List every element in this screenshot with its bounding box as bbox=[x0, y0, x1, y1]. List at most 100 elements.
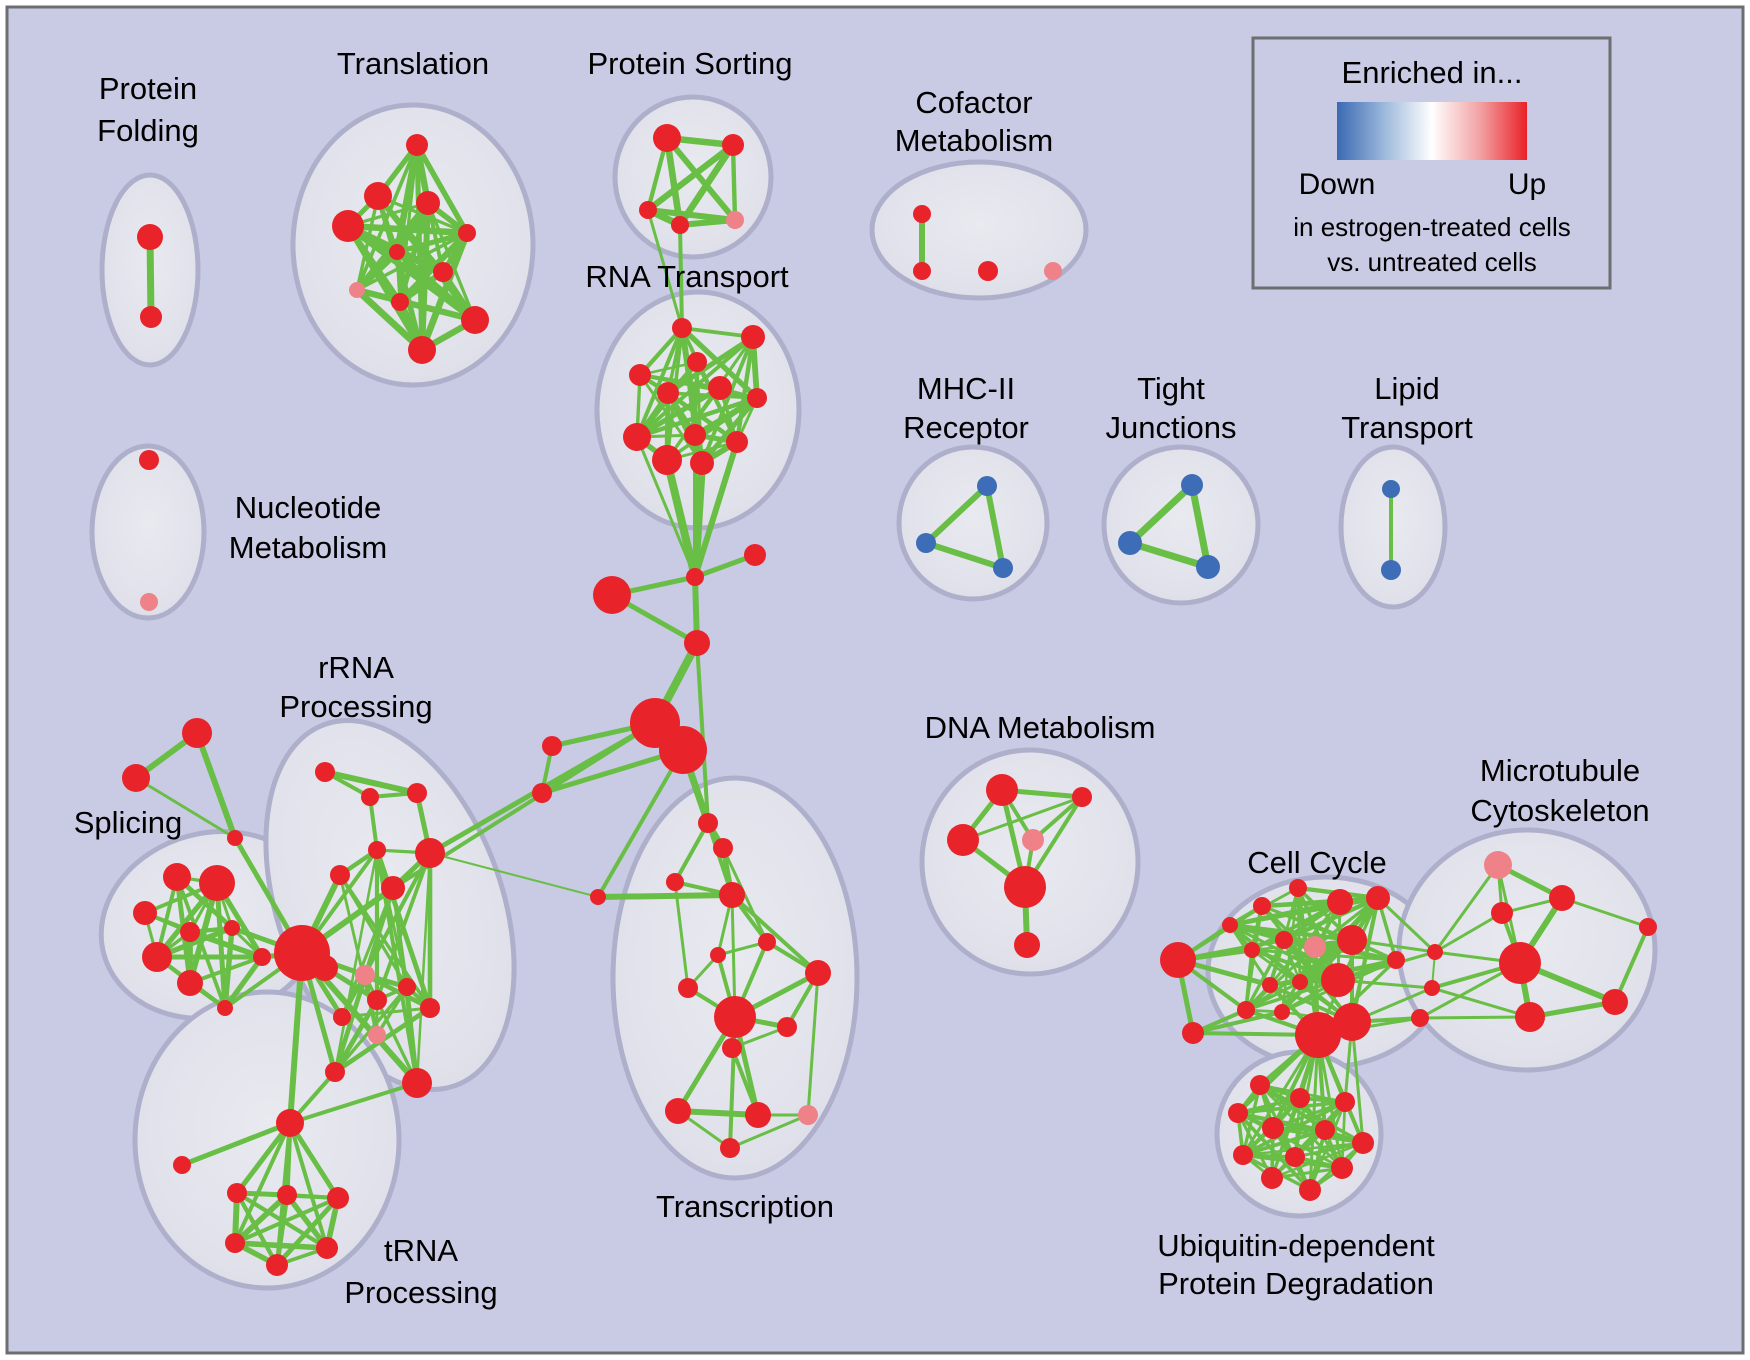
gene-set-node-c06-red bbox=[758, 933, 776, 951]
gene-set-node-r8-red bbox=[623, 423, 651, 451]
edge-k16-k17 bbox=[1228, 923, 1354, 1024]
gene-set-node-t10-red bbox=[461, 306, 489, 334]
gene-set-node-b10-red bbox=[1331, 1157, 1353, 1179]
gene-set-node-R3-red bbox=[407, 783, 427, 803]
gene-set-node-pf1-red bbox=[137, 224, 163, 250]
gene-set-node-d6-red bbox=[1014, 932, 1040, 958]
edge-r10-M1 bbox=[692, 441, 740, 578]
edge-t6-t10 bbox=[394, 249, 478, 323]
edge-T0-T4 bbox=[287, 1121, 341, 1200]
gene-set-node-s8-red bbox=[177, 970, 203, 996]
edge-x1-x3 bbox=[194, 731, 238, 840]
gene-set-node-d4-pink bbox=[1022, 829, 1044, 851]
gene-set-node-k10-red bbox=[1292, 974, 1308, 990]
gene-set-node-r9-red bbox=[684, 424, 706, 446]
gene-set-node-b7-red bbox=[1352, 1132, 1374, 1154]
gene-set-node-l1-blue bbox=[1382, 480, 1400, 498]
gene-set-node-k12-red bbox=[1387, 951, 1405, 969]
edge-r7-r11 bbox=[666, 396, 758, 462]
gene-set-node-d2-red bbox=[1072, 787, 1092, 807]
cluster-label-trna-processing-line1: tRNA bbox=[384, 1233, 458, 1268]
gene-set-node-r10-red bbox=[726, 431, 748, 453]
gene-set-node-k11-red bbox=[1321, 963, 1355, 997]
edge-M8-M6 bbox=[541, 747, 684, 796]
gene-set-node-c01-red bbox=[698, 813, 718, 833]
gene-set-node-R0b-red bbox=[312, 955, 338, 981]
cluster-label-cofactor-metabolism-line1: Cofactor bbox=[915, 85, 1032, 120]
gene-set-node-c14-red bbox=[745, 1102, 771, 1128]
edge-r2-r10 bbox=[734, 336, 756, 443]
edge-k15-b8 bbox=[1241, 1034, 1320, 1156]
edge-t6-t8 bbox=[354, 249, 400, 293]
gene-set-node-c08-red bbox=[805, 960, 831, 986]
gene-set-node-c16-red bbox=[720, 1138, 740, 1158]
gene-set-node-b5-red bbox=[1262, 1117, 1284, 1139]
edge-b10-b11 bbox=[1271, 1166, 1343, 1180]
gene-set-node-s4-red bbox=[180, 922, 200, 942]
edge-R6-c05 bbox=[429, 852, 599, 898]
edge-p2-p5 bbox=[730, 144, 738, 221]
gene-set-node-b1-red bbox=[1250, 1075, 1270, 1095]
gene-set-node-k15-red bbox=[1295, 1012, 1341, 1058]
gene-set-node-cf1-red bbox=[913, 205, 931, 223]
edge-d2-d3 bbox=[962, 795, 1083, 842]
gene-set-node-r3-red bbox=[687, 352, 707, 372]
gene-set-node-k16-red bbox=[1333, 1003, 1371, 1041]
edge-s7-s9 bbox=[222, 955, 265, 1010]
gene-set-node-c13-red bbox=[665, 1098, 691, 1124]
gene-set-node-T7-red bbox=[266, 1254, 288, 1276]
edge-c05-c04 bbox=[597, 892, 733, 900]
gene-set-node-d1-red bbox=[986, 774, 1018, 806]
edge-q3-u5 bbox=[1419, 1015, 1531, 1020]
gene-set-node-k14-red bbox=[1274, 1004, 1290, 1020]
edge-c08-c15 bbox=[806, 972, 820, 1116]
cluster-label-mhc-ii-receptor-line2: Receptor bbox=[903, 410, 1029, 445]
gene-set-node-t3-red bbox=[416, 191, 440, 215]
gene-set-node-m2-blue bbox=[916, 533, 936, 553]
gene-set-node-q3-red bbox=[1411, 1009, 1429, 1027]
legend-color-gradient-bar bbox=[1337, 102, 1527, 160]
gene-set-node-c07-red bbox=[710, 947, 726, 963]
gene-set-node-b11-red bbox=[1261, 1167, 1283, 1189]
gene-set-nodes bbox=[122, 124, 1657, 1276]
cluster-label-protein-sorting-line1: Protein Sorting bbox=[587, 46, 792, 81]
gene-set-node-R10-red bbox=[367, 990, 387, 1010]
gene-set-node-k17-red bbox=[1222, 917, 1238, 933]
legend-title: Enriched in... bbox=[1342, 55, 1523, 90]
gene-set-node-c04-red bbox=[719, 882, 745, 908]
gene-set-node-c03-red bbox=[666, 873, 684, 891]
edge-r7-r8 bbox=[636, 395, 758, 440]
gene-set-node-k3-red bbox=[1327, 889, 1353, 915]
gene-set-node-R6-red bbox=[415, 838, 445, 868]
gene-set-node-u6-red bbox=[1602, 989, 1628, 1015]
gene-set-node-n1-red bbox=[139, 450, 159, 470]
gene-set-node-r4-red bbox=[629, 364, 651, 386]
gene-set-node-p5-pink bbox=[726, 211, 744, 229]
edge-u6-u7 bbox=[1613, 926, 1650, 1003]
edge-T4-T5 bbox=[234, 1196, 339, 1245]
gene-set-node-R11-red bbox=[420, 998, 440, 1018]
gene-set-node-cf3-red bbox=[978, 261, 998, 281]
gene-set-node-t9-red bbox=[391, 293, 409, 311]
gene-set-node-pf2-red bbox=[140, 306, 162, 328]
gene-set-node-T4-red bbox=[327, 1187, 349, 1209]
edge-p3-p5 bbox=[647, 206, 736, 224]
gene-set-node-T0-red bbox=[276, 1109, 304, 1137]
edge-T0-T5 bbox=[233, 1122, 292, 1244]
gene-set-node-M3-red bbox=[593, 576, 631, 614]
cluster-label-microtubule-cytoskeleton-line2: Cytoskeleton bbox=[1470, 793, 1649, 828]
gene-set-node-T6-red bbox=[316, 1237, 338, 1259]
edge-M4-c01 bbox=[695, 642, 710, 824]
cluster-label-ubiquitin-degradation-line2: Protein Degradation bbox=[1158, 1266, 1434, 1301]
gene-set-node-b2-red bbox=[1290, 1088, 1310, 1108]
gene-set-node-T5-red bbox=[225, 1233, 245, 1253]
gene-set-node-k0-red bbox=[1160, 942, 1196, 978]
cluster-label-protein-folding-line2: Folding bbox=[97, 113, 199, 148]
gene-set-node-s3-red bbox=[133, 901, 157, 925]
gene-set-node-k9-red bbox=[1262, 977, 1278, 993]
gene-set-node-c15-pink bbox=[798, 1105, 818, 1125]
edge-k16-b7 bbox=[1350, 1021, 1365, 1144]
gene-set-node-c05-red bbox=[590, 889, 606, 905]
edge-u2-u7 bbox=[1561, 896, 1649, 929]
